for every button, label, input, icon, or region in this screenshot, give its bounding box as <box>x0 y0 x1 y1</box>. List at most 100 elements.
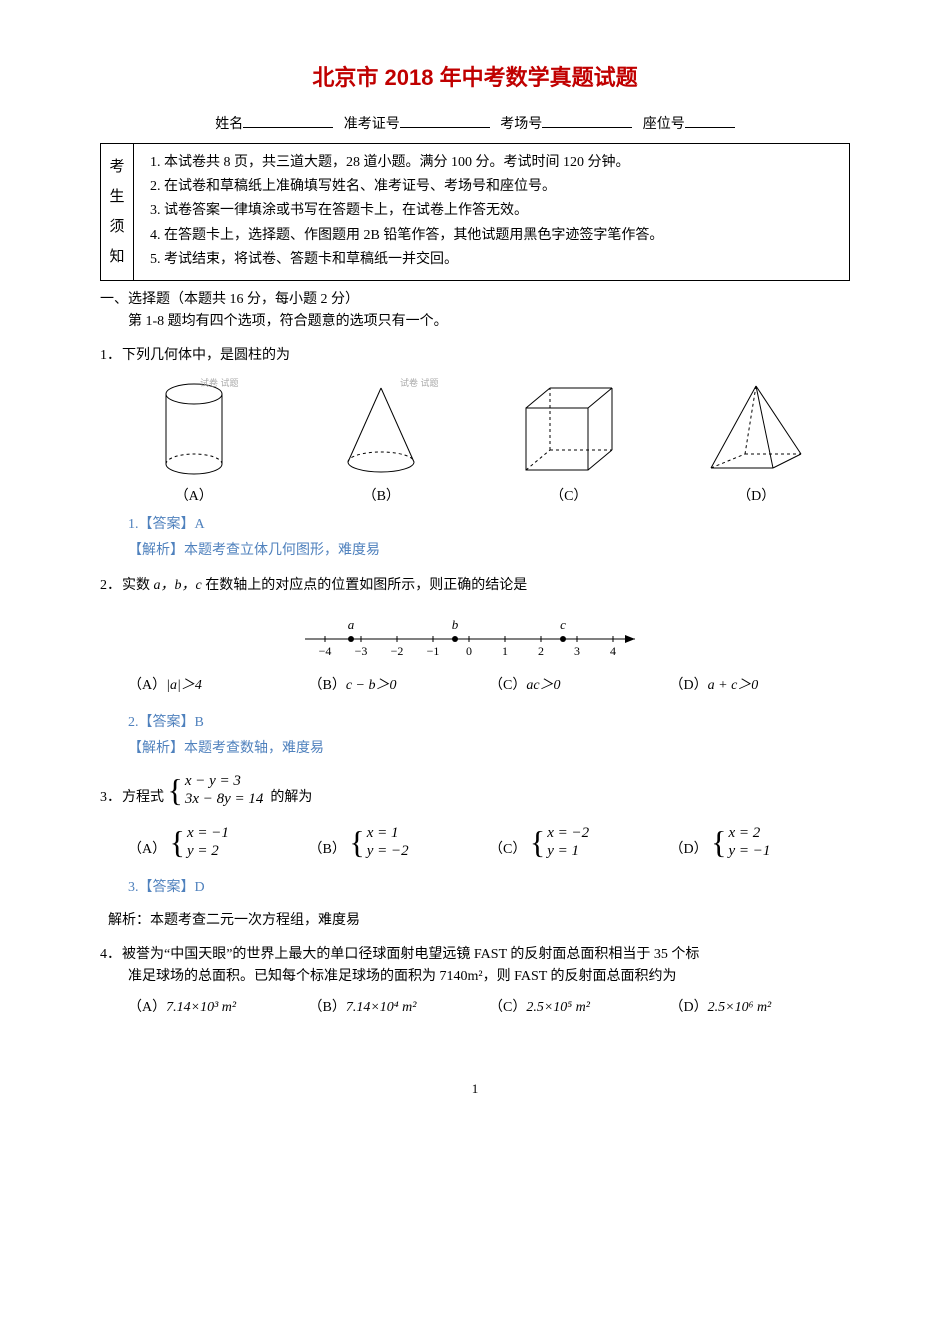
q-number: 1． <box>100 345 122 367</box>
q4-optB-label: （B） <box>309 1000 346 1015</box>
q4-options: （A）7.14×10³ m² （B）7.14×10⁴ m² （C）2.5×10⁵… <box>128 997 850 1019</box>
q3-D2: y = −1 <box>728 842 770 860</box>
q3-C1: x = −2 <box>547 824 589 842</box>
q-number: 4． <box>100 944 122 966</box>
q4-line1: 被誉为“中国天眼”的世界上最大的单口径球面射电望远镜 FAST 的反射面总面积相… <box>122 947 699 962</box>
q2-post: 在数轴上的对应点的位置如图所示，则正确的结论是 <box>205 578 527 593</box>
q4-optC-label: （C） <box>489 1000 526 1015</box>
student-info-fields: 姓名 准考证号 考场号 座位号 <box>100 113 850 136</box>
svg-text:b: b <box>452 617 459 632</box>
svg-text:−4: −4 <box>319 644 332 658</box>
q2-optD: a + c＞0 <box>708 678 759 693</box>
shape-cone: （B） <box>306 380 456 508</box>
q1-label-a: （A） <box>119 486 269 508</box>
notice-item: 考试结束，将试卷、答题卡和草稿纸一并交回。 <box>164 249 839 271</box>
blank-seat[interactable] <box>685 113 735 128</box>
q2-optD-label: （D） <box>670 678 708 693</box>
q3-optC-label: （C） <box>489 842 526 857</box>
svg-text:c: c <box>560 617 566 632</box>
svg-text:4: 4 <box>610 644 616 658</box>
q4-optA-label: （A） <box>128 1000 166 1015</box>
shape-pyramid: （D） <box>681 380 831 508</box>
q1-explain: 【解析】本题考查立体几何图形，难度易 <box>128 540 850 562</box>
q2-vars: a，b，c <box>154 578 202 593</box>
svg-text:0: 0 <box>466 644 472 658</box>
q2-optC-label: （C） <box>489 678 526 693</box>
blank-name[interactable] <box>243 113 333 128</box>
section-header: 一、选择题（本题共 16 分，每小题 2 分） <box>100 289 850 311</box>
page-number: 1 <box>100 1079 850 1100</box>
label-seat: 座位号 <box>643 117 685 132</box>
q3-eq1: x − y = 3 <box>185 772 264 790</box>
q3-options: （A） { x = −1 y = 2 （B） { x = 1 y = −2 （C… <box>128 824 850 861</box>
q2-explain: 【解析】本题考查数轴，难度易 <box>128 738 850 760</box>
label-ticket: 准考证号 <box>344 117 400 132</box>
notice-item: 试卷答案一律填涂或书写在答题卡上，在试卷上作答无效。 <box>164 200 839 222</box>
svg-text:a: a <box>348 617 355 632</box>
q3-explain: 解析：本题考查二元一次方程组，难度易 <box>108 910 850 932</box>
q-number: 3． <box>100 787 122 809</box>
q3-optD-label: （D） <box>670 842 708 857</box>
q1-text: 下列几何体中，是圆柱的为 <box>122 348 290 363</box>
exam-title: 北京市 2018 年中考数学真题试题 <box>100 60 850 95</box>
q4-optB: 7.14×10⁴ m² <box>346 1000 417 1015</box>
label-name: 姓名 <box>215 117 243 132</box>
q3-C2: y = 1 <box>547 842 589 860</box>
svg-text:−1: −1 <box>427 644 440 658</box>
notice-char: 考 <box>109 155 124 179</box>
blank-room[interactable] <box>542 113 632 128</box>
blank-ticket[interactable] <box>400 113 490 128</box>
svg-text:3: 3 <box>574 644 580 658</box>
question-1: 1．下列几何体中，是圆柱的为 <box>100 345 850 367</box>
section-sub: 第 1-8 题均有四个选项，符合题意的选项只有一个。 <box>100 311 850 333</box>
q3-answer: 3.【答案】D <box>128 877 850 899</box>
q-number: 2． <box>100 575 122 597</box>
shape-cylinder: （A） <box>119 380 269 508</box>
notice-item: 在答题卡上，选择题、作图题用 2B 铅笔作答，其他试题用黑色字迹签字笔作答。 <box>164 225 839 247</box>
notice-list: 本试卷共 8 页，共三道大题，28 道小题。满分 100 分。考试时间 120 … <box>144 152 839 272</box>
q3-optB-label: （B） <box>309 842 346 857</box>
q4-optA: 7.14×10³ m² <box>166 1000 236 1015</box>
q1-label-c: （C） <box>494 486 644 508</box>
q3-A1: x = −1 <box>187 824 229 842</box>
q3-tail: 的解为 <box>270 790 312 805</box>
notice-char: 生 <box>109 185 124 209</box>
q2-optB-label: （B） <box>309 678 346 693</box>
q4-optD: 2.5×10⁶ m² <box>708 1000 772 1015</box>
q3-B2: y = −2 <box>367 842 409 860</box>
notice-char: 须 <box>109 215 124 239</box>
q4-optD-label: （D） <box>670 1000 708 1015</box>
notice-left-label: 考 生 须 知 <box>101 144 134 280</box>
question-4: 4．被誉为“中国天眼”的世界上最大的单口径球面射电望远镜 FAST 的反射面总面… <box>100 944 850 966</box>
q4-optC: 2.5×10⁵ m² <box>526 1000 590 1015</box>
q3-lead: 方程式 <box>122 790 164 805</box>
svg-text:−2: −2 <box>391 644 404 658</box>
question-2: 2．实数 a，b，c 在数轴上的对应点的位置如图所示，则正确的结论是 <box>100 575 850 597</box>
q2-optC: ac＞0 <box>526 678 560 693</box>
q1-shapes: 试卷 试题 试卷 试题 . （A） （B） <box>100 380 850 508</box>
svg-text:−3: −3 <box>355 644 368 658</box>
q2-optA-label: （A） <box>128 678 166 693</box>
q3-system: { x − y = 3 3x − 8y = 14 <box>168 772 264 808</box>
shape-cube: （C） <box>494 380 644 508</box>
q1-answer: 1.【答案】A <box>128 514 850 536</box>
notice-item: 本试卷共 8 页，共三道大题，28 道小题。满分 100 分。考试时间 120 … <box>164 152 839 174</box>
q3-eq2: 3x − 8y = 14 <box>185 790 264 808</box>
q1-label-d: （D） <box>681 486 831 508</box>
q3-D1: x = 2 <box>728 824 770 842</box>
q2-pre: 实数 <box>122 578 150 593</box>
q2-answer: 2.【答案】B <box>128 712 850 734</box>
q3-optA-label: （A） <box>128 842 166 857</box>
label-room: 考场号 <box>500 117 542 132</box>
q1-label-b: （B） <box>306 486 456 508</box>
q3-A2: y = 2 <box>187 842 229 860</box>
exam-notice-box: 考 生 须 知 本试卷共 8 页，共三道大题，28 道小题。满分 100 分。考… <box>100 143 850 281</box>
question-3: 3．方程式 { x − y = 3 3x − 8y = 14 的解为 <box>100 772 850 809</box>
q2-optA: |a|＞4 <box>166 678 202 693</box>
q3-B1: x = 1 <box>367 824 409 842</box>
notice-char: 知 <box>109 245 124 269</box>
q2-options: （A）|a|＞4 （B）c − b＞0 （C）ac＞0 （D）a + c＞0 <box>128 675 850 697</box>
svg-text:1: 1 <box>502 644 508 658</box>
q4-line2: 准足球场的总面积。已知每个标准足球场的面积为 7140m²，则 FAST 的反射… <box>100 966 850 988</box>
notice-item: 在试卷和草稿纸上准确填写姓名、准考证号、考场号和座位号。 <box>164 176 839 198</box>
